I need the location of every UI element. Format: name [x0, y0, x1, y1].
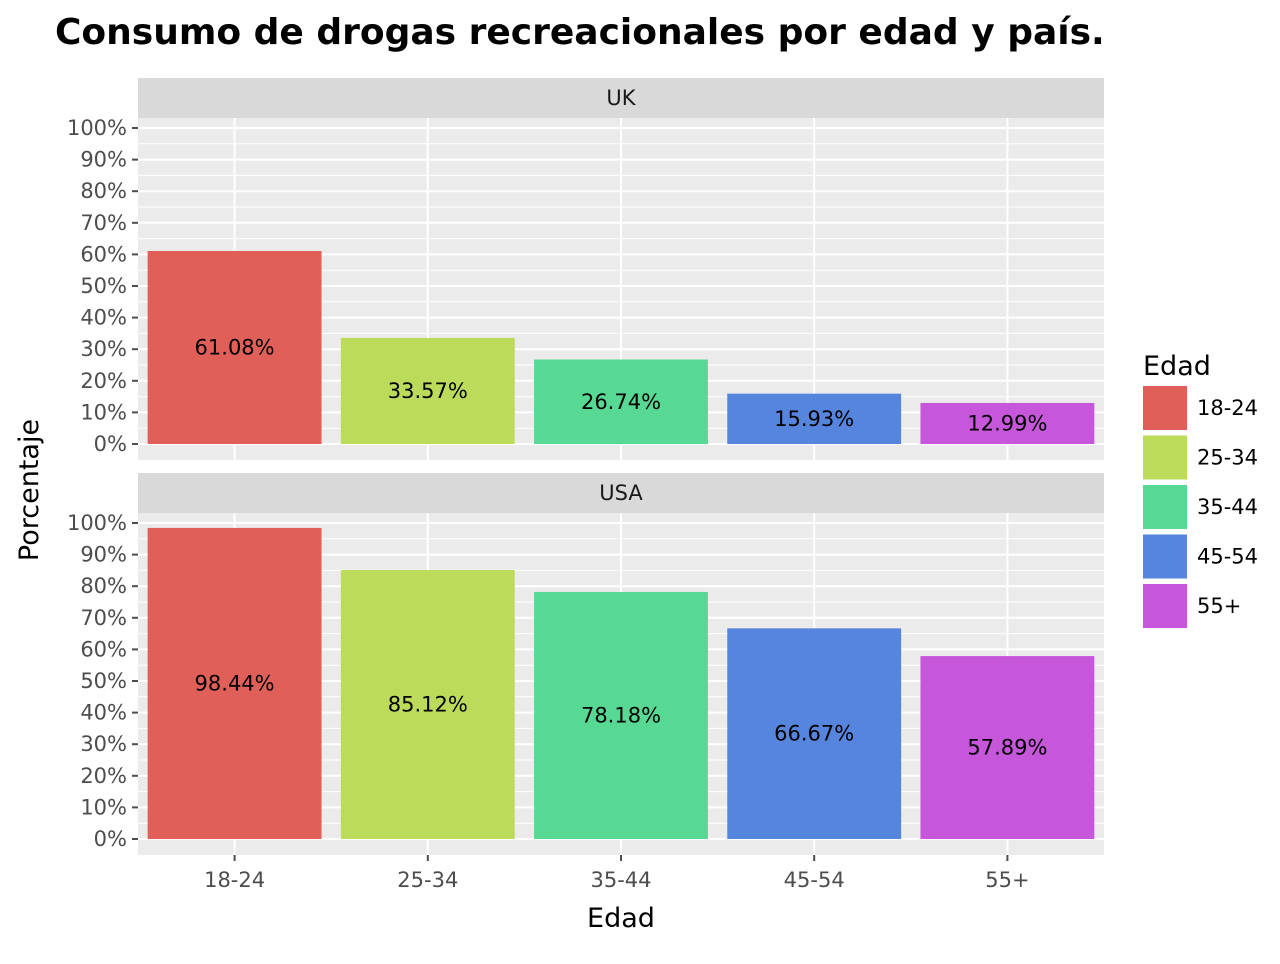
bar-usa-35-44 — [534, 591, 708, 839]
legend-title: Edad — [1143, 351, 1211, 382]
legend-swatch — [1143, 534, 1187, 579]
bar-usa-18-24 — [147, 527, 322, 839]
bar-usa-45-54 — [727, 628, 902, 839]
y-tick-label: 40% — [80, 701, 127, 725]
y-tick-label: 20% — [80, 369, 127, 393]
bar-uk-45-54 — [727, 393, 902, 444]
y-tick-label: 60% — [80, 637, 127, 661]
y-tick-label: 70% — [80, 211, 127, 235]
y-tick-label: 50% — [80, 669, 127, 693]
y-tick-label: 0% — [94, 827, 127, 851]
y-tick-label: 20% — [80, 764, 127, 788]
x-tick-label: 25-34 — [397, 868, 458, 892]
data-label: 12.99% — [967, 411, 1047, 435]
facet-strip — [138, 78, 1104, 118]
legend-label: 45-54 — [1197, 545, 1258, 569]
y-tick-label: 90% — [80, 148, 127, 172]
facet-strip — [138, 473, 1104, 513]
y-tick-label: 70% — [80, 606, 127, 630]
chart-title: Consumo de drogas recreacionales por eda… — [55, 12, 1105, 53]
data-label: 85.12% — [388, 693, 468, 717]
bar-uk-25-34 — [340, 337, 515, 444]
y-tick-label: 80% — [80, 574, 127, 598]
data-label: 33.57% — [388, 379, 468, 403]
data-label: 66.67% — [774, 722, 854, 746]
data-label: 57.89% — [967, 736, 1047, 760]
facet-strip-label: UK — [606, 86, 636, 110]
y-tick-label: 80% — [80, 179, 127, 203]
data-label: 26.74% — [581, 390, 661, 414]
y-tick-label: 100% — [67, 511, 127, 535]
y-tick-label: 90% — [80, 543, 127, 567]
y-tick-label: 0% — [94, 432, 127, 456]
legend-swatch — [1143, 386, 1187, 430]
y-tick-label: 60% — [80, 242, 127, 266]
bar-uk-55+ — [920, 402, 1095, 444]
bar-uk-35-44 — [534, 359, 708, 444]
bar-usa-25-34 — [340, 570, 515, 839]
data-label: 98.44% — [195, 671, 275, 695]
x-tick-label: 45-54 — [784, 868, 845, 892]
legend: 18-24 25-34 35-44 45-54 55+ — [1143, 386, 1258, 628]
y-tick-label: 30% — [80, 732, 127, 756]
legend-label: 18-24 — [1197, 396, 1258, 420]
y-tick-label: 10% — [80, 400, 127, 424]
legend-swatch — [1143, 485, 1187, 529]
data-label: 61.08% — [195, 335, 275, 359]
bar-usa-55+ — [920, 656, 1095, 839]
facet-panel-uk: UK 0% 10% 20% 30% 40% 50% 60% 70% 80% 90% 100% 61.08… — [67, 78, 1104, 460]
plot-area: UK 0% 10% 20% 30% 40% 50% 60% 70% 80% 90% 100% 61.08… — [67, 78, 1104, 892]
x-axis-title: Edad — [587, 903, 655, 934]
legend-label: 55+ — [1197, 594, 1241, 618]
bar-uk-18-24 — [147, 250, 322, 444]
legend-swatch — [1143, 435, 1187, 480]
legend-label: 35-44 — [1197, 495, 1258, 519]
facet-strip-label: USA — [599, 481, 643, 505]
data-label: 15.93% — [774, 407, 854, 431]
legend-label: 25-34 — [1197, 446, 1258, 470]
data-label: 78.18% — [581, 703, 661, 727]
legend-swatch — [1143, 584, 1187, 628]
y-axis-title: Porcentaje — [14, 419, 45, 561]
y-tick-label: 10% — [80, 795, 127, 819]
y-tick-label: 30% — [80, 337, 127, 361]
facet-panel-usa: USA 0% 10% 20% 30% 40% 50% 60% 70% 80% 90% 100% 98.4… — [67, 473, 1104, 855]
y-tick-label: 50% — [80, 274, 127, 298]
x-tick-label: 55+ — [985, 868, 1029, 892]
y-tick-label: 100% — [67, 116, 127, 140]
x-tick-label: 18-24 — [204, 868, 265, 892]
y-tick-label: 40% — [80, 306, 127, 330]
x-tick-label: 35-44 — [590, 868, 651, 892]
